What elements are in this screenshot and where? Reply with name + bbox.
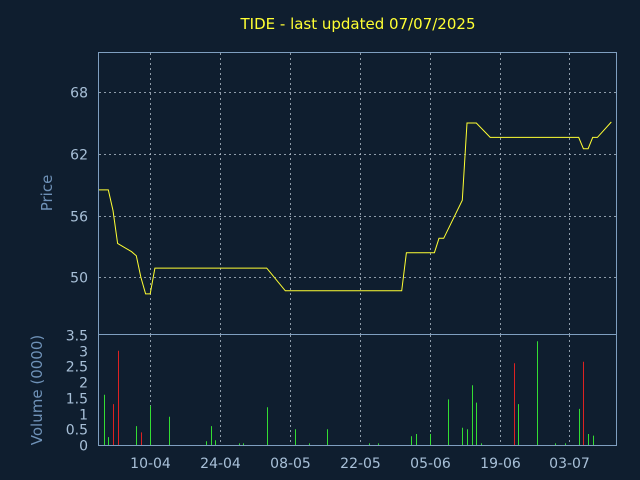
x-tick-label: 10-04 xyxy=(130,456,171,472)
volume-tick-label: 0 xyxy=(79,439,88,455)
volume-tick-label: 1 xyxy=(79,408,88,424)
volume-panel: 00.511.522.533.5 Volume (0000) xyxy=(28,329,617,455)
price-tick-label: 56 xyxy=(70,210,88,226)
volume-tick-label: 1.5 xyxy=(66,392,88,408)
volume-gridlines xyxy=(150,335,570,445)
chart-title: TIDE - last updated 07/07/2025 xyxy=(240,15,476,33)
price-tick-label: 68 xyxy=(70,86,88,102)
price-y-ticks: 50 56 62 68 xyxy=(70,86,88,287)
x-tick-label: 03-07 xyxy=(549,456,590,472)
x-tick-label: 22-05 xyxy=(340,456,381,472)
price-panel: 50 56 62 68 Price xyxy=(38,52,617,335)
volume-axis-label: Volume (0000) xyxy=(28,335,46,445)
x-axis-ticks: 10-04 24-04 08-05 22-05 05-06 19-06 03-07 xyxy=(130,456,590,472)
price-tick-label: 62 xyxy=(70,148,88,164)
price-panel-frame xyxy=(98,52,617,335)
x-tick-label: 19-06 xyxy=(480,456,521,472)
price-gridlines xyxy=(99,53,616,334)
volume-tick-label: 3 xyxy=(79,345,88,361)
price-line xyxy=(99,121,612,295)
x-tick-label: 24-04 xyxy=(200,456,241,472)
volume-panel-frame xyxy=(98,334,617,446)
volume-bars xyxy=(104,341,594,445)
price-tick-label: 50 xyxy=(70,271,88,287)
x-tick-label: 08-05 xyxy=(270,456,311,472)
volume-tick-label: 3.5 xyxy=(66,329,88,345)
x-tick-label: 05-06 xyxy=(410,456,451,472)
volume-tick-label: 2 xyxy=(79,376,88,392)
volume-y-ticks: 00.511.522.533.5 xyxy=(66,329,88,455)
price-axis-label: Price xyxy=(38,175,56,212)
volume-tick-label: 2.5 xyxy=(66,360,88,376)
volume-tick-label: 0.5 xyxy=(66,423,88,439)
